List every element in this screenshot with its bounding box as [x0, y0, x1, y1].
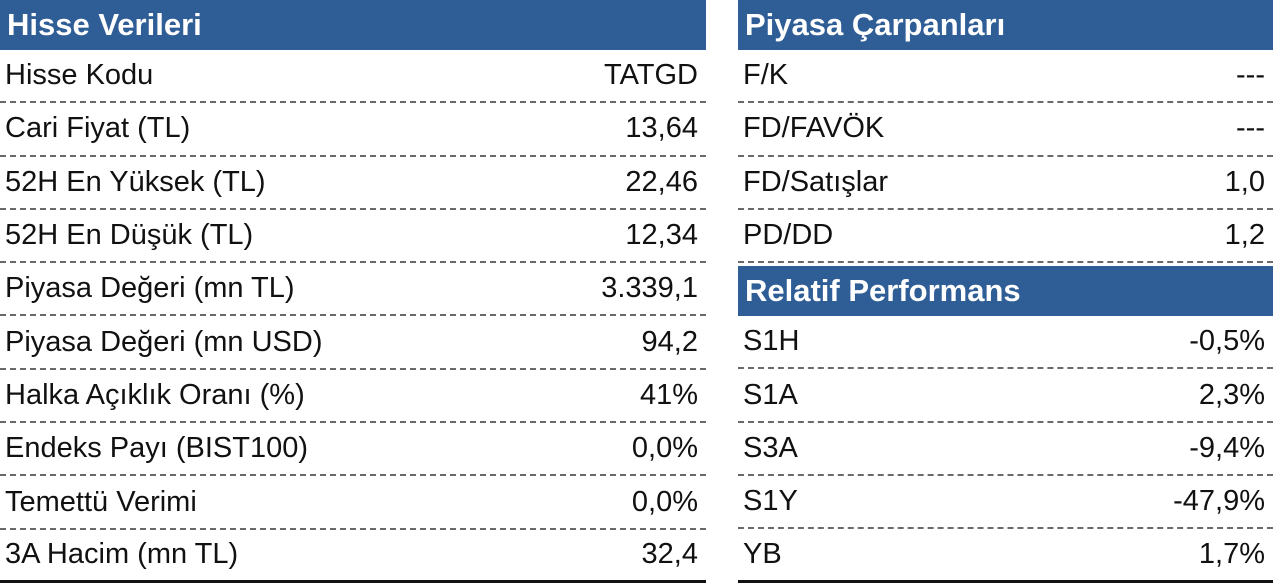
row-label: YB: [743, 538, 782, 571]
row-label: S1A: [743, 378, 798, 411]
relatif-performans-table: Relatif Performans S1H -0,5% S1A 2,3% S3A -…: [738, 266, 1273, 583]
row-value: 12,34: [625, 219, 698, 252]
row-label: 3A Hacim (mn TL): [5, 538, 239, 571]
row-value: 32,4: [641, 538, 698, 571]
row-value: 94,2: [641, 325, 698, 358]
row-value: 1,0: [1224, 165, 1265, 198]
row-label: S3A: [743, 431, 798, 464]
table-row: 52H En Yüksek (TL) 22,46: [0, 157, 706, 210]
row-value: -0,5%: [1189, 325, 1265, 358]
relatif-performans-title: Relatif Performans: [738, 266, 1273, 317]
row-label: Hisse Kodu: [5, 59, 154, 92]
row-label: S1H: [743, 325, 800, 358]
table-row: 3A Hacim (mn TL) 32,4: [0, 530, 706, 583]
table-row: Cari Fiyat (TL) 13,64: [0, 103, 706, 157]
row-label: 52H En Yüksek (TL): [5, 165, 266, 198]
piyasa-carpanlari-title: Piyasa Çarpanları: [738, 0, 1273, 50]
row-value: ---: [1236, 112, 1265, 145]
row-label: Cari Fiyat (TL): [5, 112, 191, 145]
table-row: YB 1,7%: [738, 529, 1273, 583]
row-value: 1,2: [1224, 219, 1265, 252]
hisse-verileri-title: Hisse Verileri: [0, 0, 706, 50]
table-row: Halka Açıklık Oranı (%) 41%: [0, 370, 706, 424]
row-label: S1Y: [743, 485, 798, 518]
table-row: F/K ---: [738, 50, 1273, 104]
row-value: ---: [1236, 59, 1265, 92]
row-label: Halka Açıklık Oranı (%): [5, 378, 305, 411]
row-value: 22,46: [625, 165, 698, 198]
table-row: Endeks Payı (BIST100) 0,0%: [0, 423, 706, 477]
row-label: Piyasa Değeri (mn TL): [5, 272, 295, 305]
table-row: S1H -0,5%: [738, 316, 1273, 370]
row-value: 13,64: [625, 112, 698, 145]
row-value: 3.339,1: [601, 272, 698, 305]
table-row: S1A 2,3%: [738, 369, 1273, 423]
row-label: PD/DD: [743, 219, 834, 252]
table-row: Piyasa Değeri (mn USD) 94,2: [0, 316, 706, 370]
table-row: FD/Satışlar 1,0: [738, 157, 1273, 210]
table-row: S3A -9,4%: [738, 423, 1273, 477]
row-label: F/K: [743, 59, 789, 92]
table-row: Temettü Verimi 0,0%: [0, 476, 706, 530]
row-value: 1,7%: [1198, 538, 1265, 571]
table-row: PD/DD 1,2: [738, 210, 1273, 264]
row-label: FD/Satışlar: [743, 165, 889, 198]
row-label: Temettü Verimi: [5, 485, 197, 518]
table-row: 52H En Düşük (TL) 12,34: [0, 210, 706, 264]
piyasa-carpanlari-table: Piyasa Çarpanları F/K --- FD/FAVÖK --- FD/…: [738, 0, 1273, 264]
table-row: Piyasa Değeri (mn TL) 3.339,1: [0, 263, 706, 317]
row-label: 52H En Düşük (TL): [5, 219, 254, 252]
row-label: Endeks Payı (BIST100): [5, 432, 309, 465]
row-value: 0,0%: [631, 432, 698, 465]
table-row: S1Y -47,9%: [738, 476, 1273, 530]
row-value: 41%: [639, 378, 698, 411]
hisse-verileri-table: Hisse Verileri Hisse Kodu TATGD Cari Fiya…: [0, 0, 706, 583]
table-row: Hisse Kodu TATGD: [0, 50, 706, 104]
row-value: -9,4%: [1189, 431, 1265, 464]
row-value: 2,3%: [1198, 378, 1265, 411]
table-row: FD/FAVÖK ---: [738, 103, 1273, 157]
row-value: -47,9%: [1173, 485, 1265, 518]
row-value: TATGD: [604, 59, 698, 92]
row-value: 0,0%: [631, 485, 698, 518]
right-column: Piyasa Çarpanları F/K --- FD/FAVÖK --- FD/…: [738, 0, 1273, 583]
row-label: Piyasa Değeri (mn USD): [5, 325, 323, 358]
row-label: FD/FAVÖK: [743, 112, 885, 145]
